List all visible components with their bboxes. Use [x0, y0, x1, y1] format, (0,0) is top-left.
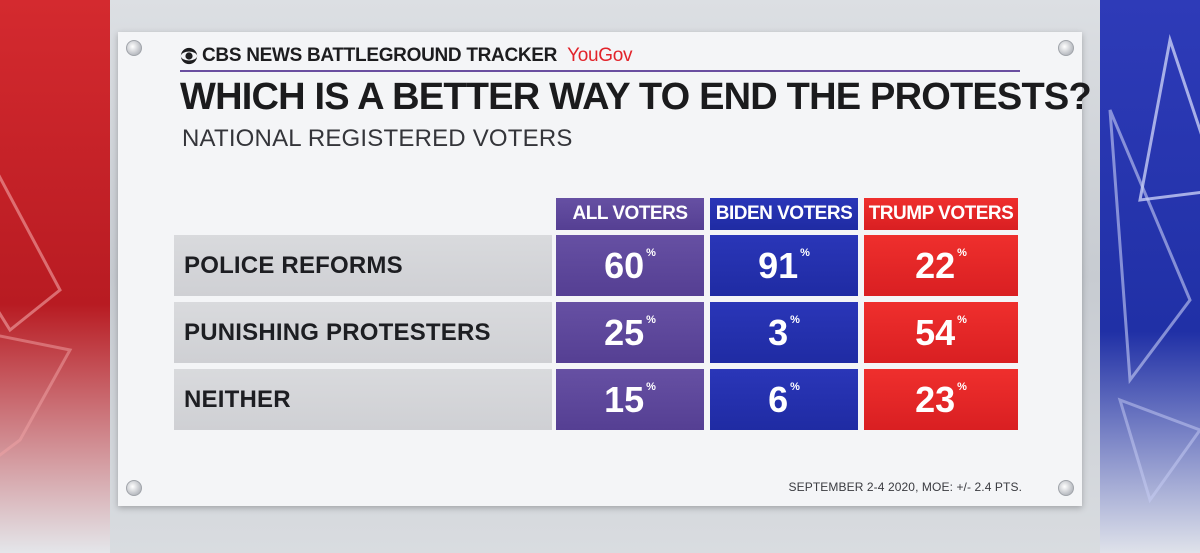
cell-value: 6: [768, 378, 789, 420]
percent-sign: %: [646, 247, 656, 259]
source-note: SEPTEMBER 2-4 2020, MOE: +/- 2.4 PTS.: [788, 480, 1022, 494]
bolt-top-right: [1058, 40, 1074, 56]
bolt-top-left: [126, 40, 142, 56]
cell-value: 60: [604, 244, 645, 286]
percent-sign: %: [957, 314, 967, 326]
cell-value: 25: [604, 311, 645, 353]
percent-sign: %: [957, 381, 967, 393]
partner-name: YouGov: [567, 45, 633, 66]
cell-neither-biden: 6%: [710, 369, 858, 430]
cell-neither-trump: 23%: [864, 369, 1018, 430]
star-decoration-right: [1108, 34, 1200, 504]
percent-sign: %: [646, 314, 656, 326]
bolt-bottom-left: [126, 480, 142, 496]
row-label-police-reforms: POLICE REFORMS: [174, 235, 552, 296]
column-header-biden-voters: BIDEN VOTERS: [710, 198, 858, 230]
cell-punishing-protesters-all: 25%: [556, 302, 704, 363]
chart-subtitle: NATIONAL REGISTERED VOTERS: [182, 125, 573, 152]
graphic-board: CBS NEWS BATTLEGROUND TRACKER YouGov WHI…: [118, 32, 1092, 506]
star-decoration-left: [0, 174, 73, 457]
cell-value: 54: [915, 311, 956, 353]
brand-name: CBS NEWS BATTLEGROUND TRACKER: [202, 45, 558, 66]
cell-police-reforms-biden: 91%: [710, 235, 858, 296]
cell-value: 91: [758, 244, 799, 286]
column-header-trump-voters: TRUMP VOTERS: [864, 198, 1018, 230]
cbs-eye-icon: [180, 47, 198, 65]
cell-value: 22: [915, 244, 956, 286]
percent-sign: %: [957, 247, 967, 259]
percent-sign: %: [790, 381, 800, 393]
percent-sign: %: [790, 314, 800, 326]
percent-sign: %: [646, 381, 656, 393]
percent-sign: %: [800, 247, 810, 259]
background-left-red: [0, 0, 110, 553]
cell-police-reforms-all: 60%: [556, 235, 704, 296]
cell-neither-all: 15%: [556, 369, 704, 430]
cell-punishing-protesters-biden: 3%: [710, 302, 858, 363]
cell-value: 23: [915, 378, 956, 420]
chart-title: WHICH IS A BETTER WAY TO END THE PROTEST…: [180, 76, 1092, 118]
cell-punishing-protesters-trump: 54%: [864, 302, 1018, 363]
header-divider: [180, 70, 1020, 72]
row-label-punishing-protesters: PUNISHING PROTESTERS: [174, 302, 552, 363]
cell-value: 3: [768, 311, 789, 353]
cell-police-reforms-trump: 22%: [864, 235, 1018, 296]
background-right-blue: [1100, 0, 1200, 553]
cell-value: 15: [604, 378, 645, 420]
row-label-neither: NEITHER: [174, 369, 552, 430]
column-header-all-voters: ALL VOTERS: [556, 198, 704, 230]
bolt-bottom-right: [1058, 480, 1074, 496]
header-brand: CBS NEWS BATTLEGROUND TRACKER YouGov: [180, 44, 633, 68]
